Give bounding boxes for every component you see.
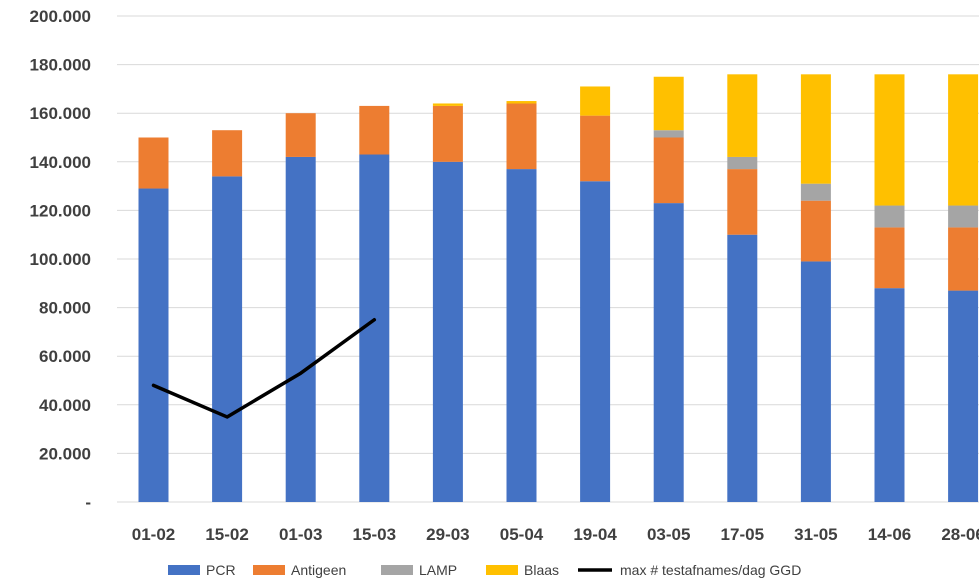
x-tick-label: 29-03 (426, 525, 469, 544)
y-tick-label: 40.000 (39, 396, 91, 415)
bar-antigeen (285, 113, 316, 157)
bar-blaas (948, 74, 979, 206)
legend-label: max # testafnames/dag GGD (620, 562, 801, 578)
x-tick-label: 15-03 (353, 525, 396, 544)
bar-pcr (432, 161, 463, 503)
x-tick-label: 28-06 (941, 525, 979, 544)
bar-pcr (212, 176, 243, 502)
bar-antigeen (506, 103, 537, 170)
bar-pcr (580, 181, 611, 503)
y-tick-label: 120.000 (30, 201, 91, 220)
y-tick-label: 180.000 (30, 56, 91, 75)
x-tick-label: 31-05 (794, 525, 837, 544)
bar-antigeen (874, 227, 905, 289)
legend-label: LAMP (419, 562, 457, 578)
bar-pcr (285, 156, 316, 502)
x-tick-label: 01-02 (132, 525, 175, 544)
legend-swatch-blaas (486, 565, 518, 575)
x-tick-label: 05-04 (500, 525, 544, 544)
bar-pcr (948, 290, 979, 502)
bar-antigeen (727, 169, 758, 235)
bar-pcr (727, 234, 758, 502)
y-tick-label: 200.000 (30, 7, 91, 26)
x-axis: 01-02 15-02 01-03 15-03 29-03 05-04 19-04 03-05… (132, 525, 979, 544)
x-tick-label: 03-05 (647, 525, 690, 544)
bar-blaas (432, 103, 463, 106)
y-tick-label: - (85, 493, 91, 512)
y-tick-label: 140.000 (30, 153, 91, 172)
y-tick-label: 160.000 (30, 104, 91, 123)
y-tick-label: 20.000 (39, 444, 91, 463)
bar-antigeen (948, 227, 979, 291)
bar-lamp (800, 183, 831, 201)
bar-antigeen (359, 105, 390, 155)
x-tick-label: 01-03 (279, 525, 322, 544)
bar-blaas (580, 86, 611, 116)
bar-antigeen (138, 137, 169, 189)
bar-pcr (506, 169, 537, 502)
line-series (151, 318, 377, 419)
bar-blaas (800, 74, 831, 184)
bar-antigeen (653, 137, 684, 204)
legend-label: Antigeen (291, 562, 346, 578)
line-max-testafnames (151, 318, 377, 419)
bar-pcr (138, 188, 169, 502)
legend-swatch-antigeen (253, 565, 285, 575)
bar-antigeen (800, 200, 831, 262)
bar-blaas (727, 74, 758, 157)
y-tick-label: 80.000 (39, 299, 91, 318)
legend: PCR Antigeen LAMP Blaas max # testafnames/da… (168, 562, 801, 578)
bar-blaas (653, 76, 684, 131)
x-tick-label: 15-02 (205, 525, 248, 544)
legend-swatch-pcr (168, 565, 200, 575)
y-axis: - 20.000 40.000 60.000 80.000 100.000 120.000 1… (30, 7, 91, 512)
x-tick-label: 14-06 (868, 525, 911, 544)
bar-lamp (727, 156, 758, 170)
bar-antigeen (212, 130, 243, 177)
gridlines (117, 15, 979, 503)
bar-blaas (506, 101, 537, 104)
bar-blaas (874, 74, 905, 206)
y-tick-label: 100.000 (30, 250, 91, 269)
y-tick-label: 60.000 (39, 347, 91, 366)
x-tick-label: 17-05 (721, 525, 764, 544)
bar-pcr (874, 288, 905, 502)
legend-label: Blaas (524, 562, 559, 578)
bar-pcr (800, 261, 831, 502)
bar-lamp (653, 130, 684, 138)
legend-swatch-lamp (381, 565, 413, 575)
x-tick-label: 19-04 (573, 525, 617, 544)
bar-lamp (874, 205, 905, 228)
legend-label: PCR (206, 562, 236, 578)
bar-antigeen (580, 115, 611, 182)
bars (138, 74, 979, 503)
bar-lamp (948, 205, 979, 228)
bar-pcr (653, 203, 684, 503)
bar-antigeen (432, 105, 463, 162)
